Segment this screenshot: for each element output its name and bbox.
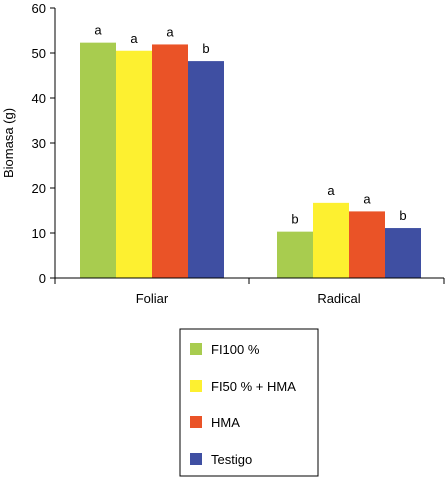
legend-label: Testigo xyxy=(211,452,252,467)
bar-4-radical xyxy=(385,228,421,278)
significance-letter: a xyxy=(130,31,138,46)
legend: FI100 % FI50 % + HMA HMA Testigo xyxy=(179,328,319,477)
x-tick-label: Radical xyxy=(317,291,360,306)
significance-letter: b xyxy=(291,212,298,227)
bar-3-foliar xyxy=(152,44,188,279)
significance-letter: a xyxy=(327,183,335,198)
legend-swatch xyxy=(190,416,202,428)
legend-label: FI100 % xyxy=(211,342,260,357)
y-axis-title: Biomasa (g) xyxy=(1,108,16,178)
legend-box xyxy=(179,328,319,477)
bar-3-radical xyxy=(349,211,385,278)
y-tick-label: 40 xyxy=(32,91,46,106)
axes: 0 10 20 30 40 50 60 Foliar Radical Biomasa (g) xyxy=(1,1,445,306)
legend-label: FI50 % + HMA xyxy=(211,379,296,394)
significance-letter: a xyxy=(94,23,102,38)
legend-swatch xyxy=(190,453,202,465)
bar-2-radical xyxy=(313,202,349,278)
significance-letter: a xyxy=(166,24,174,39)
y-tick-label: 50 xyxy=(32,46,46,61)
bar-2-foliar xyxy=(116,50,152,278)
significance-letter: a xyxy=(363,191,371,206)
legend-swatch xyxy=(190,380,202,392)
x-tick-label: Foliar xyxy=(136,291,169,306)
y-tick-label: 60 xyxy=(32,1,46,16)
y-tick-label: 0 xyxy=(39,271,46,286)
y-tick-label: 10 xyxy=(32,226,46,241)
significance-letter: b xyxy=(202,41,209,56)
plot-area: a b a a a a b b xyxy=(80,23,421,279)
significance-letter: b xyxy=(399,208,406,223)
bar-1-radical xyxy=(277,231,313,278)
y-tick-label: 20 xyxy=(32,181,46,196)
legend-label: HMA xyxy=(211,415,240,430)
bar-1-foliar xyxy=(80,42,116,279)
legend-swatch xyxy=(190,343,202,355)
y-tick-label: 30 xyxy=(32,136,46,151)
bar-4-foliar xyxy=(188,61,224,278)
